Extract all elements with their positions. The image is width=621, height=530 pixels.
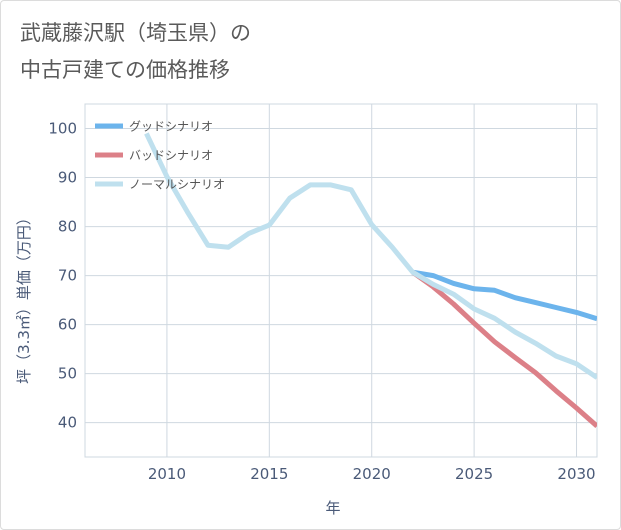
series-line-1 xyxy=(412,269,597,322)
y-tick-label: 90 xyxy=(58,169,77,187)
axis-ticks: 40 50 60 70 80 90 100 2010 2015 2020 2025 2030 xyxy=(48,120,595,483)
y-tick-label: 80 xyxy=(58,218,77,236)
x-tick-label: 2020 xyxy=(353,465,391,483)
series-line-3 xyxy=(144,132,597,380)
y-tick-label: 100 xyxy=(48,120,77,138)
x-tick-label: 2025 xyxy=(455,465,493,483)
y-tick-label: 60 xyxy=(58,316,77,334)
y-tick-label: 70 xyxy=(58,267,77,285)
x-tick-label: 2010 xyxy=(148,465,186,483)
series-line-2 xyxy=(411,270,597,428)
legend-label: ノーマルシナリオ xyxy=(129,178,225,192)
grid xyxy=(84,103,598,458)
chart-title-line-1: 武蔵藤沢駅（埼玉県）の xyxy=(20,21,251,45)
y-tick-label: 50 xyxy=(58,365,77,383)
legend-label: グッドシナリオ xyxy=(129,120,213,134)
x-tick-label: 2030 xyxy=(557,465,595,483)
x-tick-label: 2015 xyxy=(250,465,288,483)
chart-title: 武蔵藤沢駅（埼玉県）の 中古戸建ての価格推移 xyxy=(20,15,251,89)
x-axis-label: 年 xyxy=(325,499,340,517)
y-axis-label: 坪（3.3㎡）単価（万円） xyxy=(15,210,33,384)
y-tick-label: 40 xyxy=(58,414,77,432)
plot-frame xyxy=(84,103,598,458)
chart-title-line-2: 中古戸建ての価格推移 xyxy=(20,58,230,82)
legend-label: バッドシナリオ xyxy=(129,149,213,163)
series-lines xyxy=(144,132,597,428)
